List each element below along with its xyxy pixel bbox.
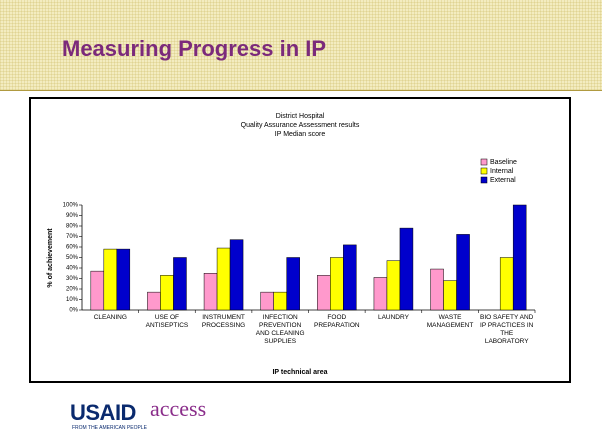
bar [229, 239, 244, 311]
y-axis-label: % of achievement [47, 228, 54, 288]
y-tick-label: 40% [66, 266, 79, 272]
chart-title: Quality Assurance Assessment results [241, 122, 360, 129]
x-tick-label: FOOD PREPARATION [313, 314, 360, 329]
bar [203, 273, 218, 311]
y-tick-label: 70% [66, 234, 79, 240]
bar [147, 291, 161, 311]
bar [443, 280, 457, 311]
y-tick-label: 10% [66, 297, 79, 303]
bar [330, 257, 344, 311]
chart-title: IP Median score [275, 131, 326, 138]
y-tick-label: 100% [63, 203, 79, 209]
x-tick-label: WASTE MANAGEMENT [426, 314, 474, 329]
header-band [0, 0, 602, 90]
bar [499, 257, 514, 311]
x-tick-label: USE OF ANTISEPTICS [145, 314, 189, 329]
legend-label: External [490, 177, 516, 184]
usaid-logo: USAID [70, 400, 136, 425]
chart-title: District Hospital [276, 113, 325, 120]
x-tick-label: BIO SAFETY AND IP PRACTICES IN THE LABOR… [480, 314, 534, 345]
bar [173, 257, 187, 311]
y-tick-label: 20% [66, 287, 79, 293]
bar [103, 248, 118, 311]
x-tick-label: INFECTION PREVENTION AND CLEANING SUPPLI… [255, 314, 305, 345]
chart-frame [29, 97, 571, 383]
bar [343, 244, 357, 311]
bar [116, 248, 131, 311]
bar [373, 277, 388, 311]
bar [260, 291, 274, 311]
x-tick-label: LAUNDRY [377, 314, 409, 321]
legend-label: Baseline [490, 159, 517, 166]
usaid-tagline: FROM THE AMERICAN PEOPLE [72, 425, 147, 431]
y-tick-label: 50% [66, 255, 79, 261]
access-logo: access [150, 396, 207, 421]
bar [216, 247, 231, 311]
x-tick-label: INSTRUMENT PROCESSING [201, 314, 246, 329]
legend-swatch [480, 158, 488, 166]
y-tick-label: 30% [66, 276, 79, 282]
x-tick-label: CLEANING [93, 314, 127, 321]
bar [430, 268, 444, 311]
bar [317, 275, 331, 311]
y-tick-label: 60% [66, 245, 79, 251]
x-axis-label: IP technical area [272, 369, 327, 376]
bar [90, 270, 105, 311]
legend-label: Internal [490, 168, 514, 175]
legend-swatch [480, 167, 488, 175]
bar [456, 234, 470, 311]
bar [286, 257, 300, 311]
bar [386, 260, 401, 311]
legend-swatch [480, 176, 488, 184]
bar [273, 291, 287, 311]
bar [399, 227, 414, 311]
header-rule [0, 90, 602, 91]
y-tick-label: 0% [69, 308, 78, 314]
slide-title: Measuring Progress in IP [62, 36, 327, 61]
bar [512, 204, 527, 311]
bar [160, 275, 174, 311]
y-tick-label: 80% [66, 224, 79, 230]
y-tick-label: 90% [66, 213, 79, 219]
